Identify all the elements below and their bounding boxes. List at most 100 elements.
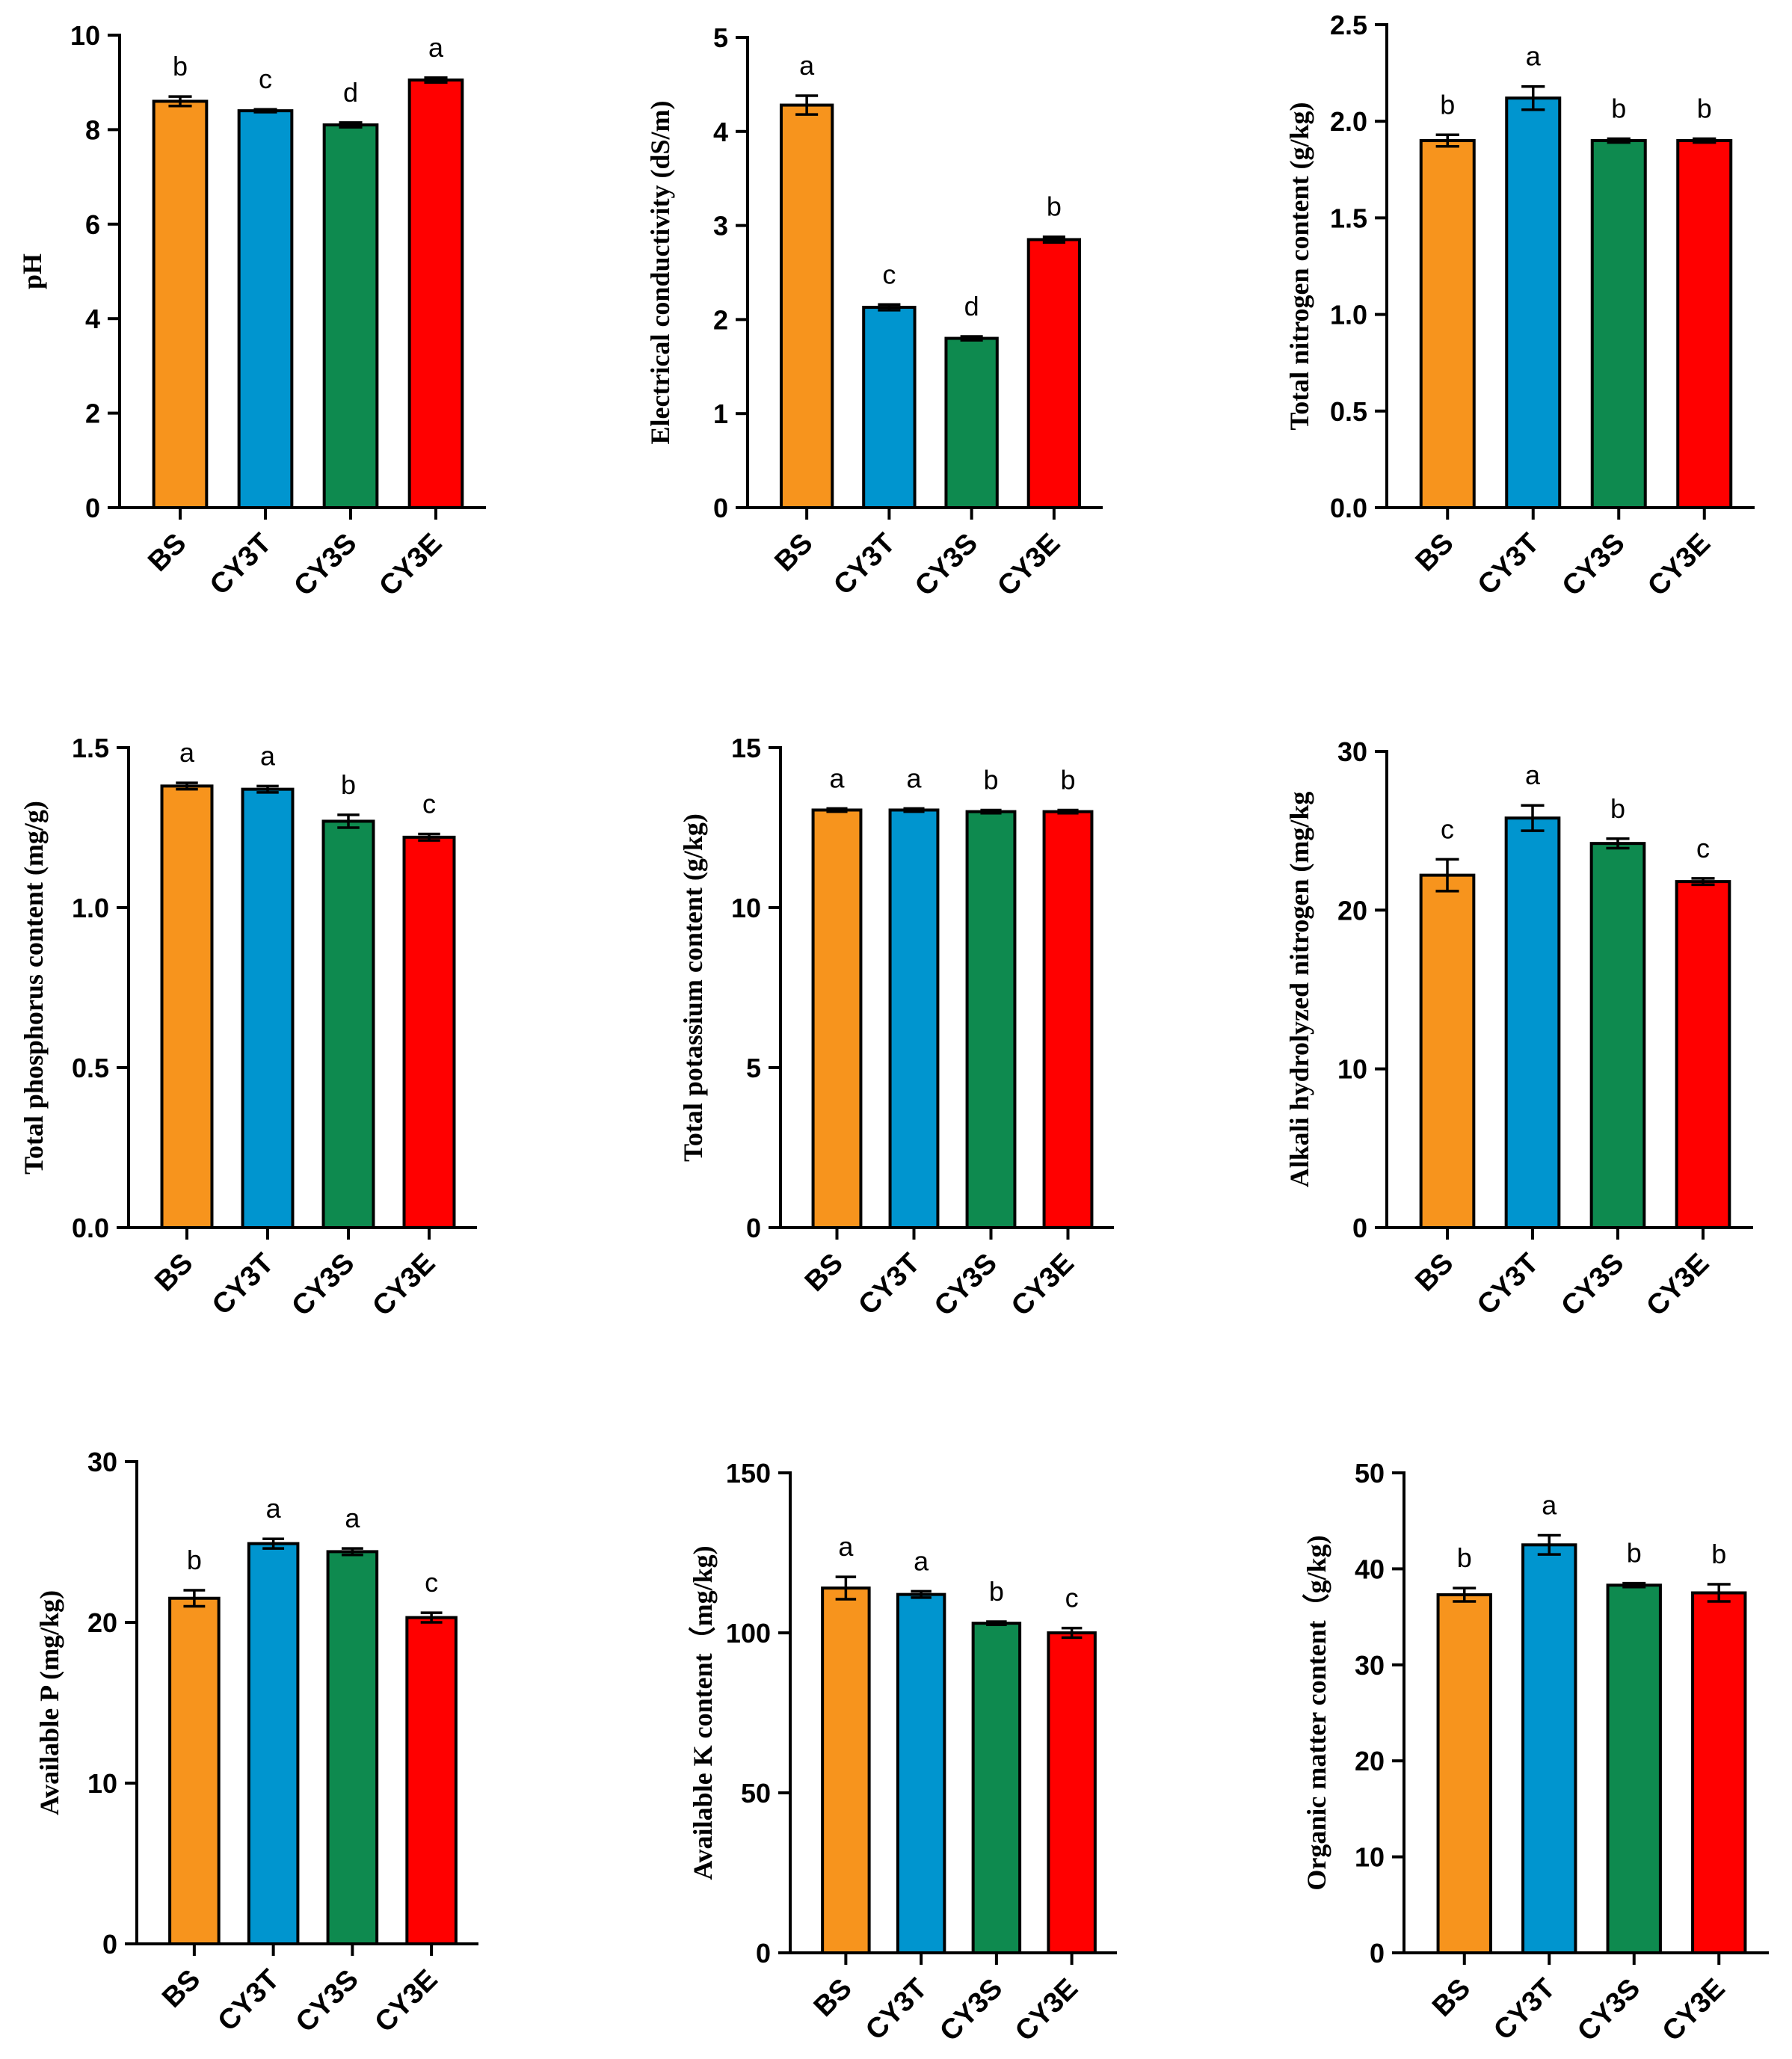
category-label-cy3e: CY3E [1657, 1973, 1731, 2048]
bar-bs [160, 784, 214, 1229]
significance-letter-cy3e: b [1697, 93, 1712, 123]
bar-cy3s [971, 1622, 1022, 1954]
bar-cy3s [326, 1550, 379, 1945]
category-label-cy3e: CY3E [1009, 1973, 1084, 2048]
chart-panel-5: a BS a CY3T b CY3S b CY3E 0 5 10 15 Total potassium … [678, 733, 1114, 1323]
y-tick-label: 0 [1352, 1213, 1367, 1243]
bar-cy3t [1521, 1543, 1577, 1955]
bar-cy3s [1606, 1584, 1662, 1955]
y-tick-label: 0 [713, 493, 728, 523]
significance-letter-cy3e: c [425, 1567, 438, 1598]
error-bar-bs [1435, 133, 1459, 148]
error-bar-cy3e [1042, 235, 1065, 244]
category-label-cy3e: CY3E [369, 1964, 444, 2039]
category-label-cy3s: CY3S [1571, 1973, 1646, 2048]
bar-cy3t [1505, 96, 1562, 509]
significance-letter-cy3s: b [1610, 793, 1625, 824]
significance-letter-bs: b [173, 51, 188, 81]
significance-letter-bs: a [799, 50, 815, 81]
bar-bs [821, 1586, 871, 1955]
bar-cy3t [896, 1592, 946, 1954]
category-label-cy3s: CY3S [286, 1248, 360, 1323]
y-tick-label: 1.5 [1330, 203, 1367, 233]
significance-letter-cy3t: a [266, 1493, 282, 1524]
error-bar-bs [795, 94, 819, 116]
y-tick-label: 10 [1355, 1842, 1385, 1873]
bar-bs [1419, 873, 1476, 1229]
category-label-cy3e: CY3E [1006, 1248, 1080, 1323]
bar-cy3t [888, 808, 940, 1229]
significance-letter-cy3t: a [914, 1545, 929, 1576]
bar-cy3s [322, 123, 379, 510]
error-bar-cy3s [980, 808, 1002, 815]
y-axis-title: Available K content（mg/kg) [688, 1545, 718, 1880]
category-label-bs: BS [149, 1248, 199, 1298]
y-tick-label: 30 [87, 1447, 117, 1477]
category-label-cy3s: CY3S [934, 1973, 1009, 2048]
category-label-cy3s: CY3S [290, 1964, 365, 2039]
y-axis-title: Total nitrogen content (g/kg) [1284, 102, 1314, 430]
category-label-cy3e: CY3E [373, 528, 448, 603]
y-tick-label: 3 [713, 211, 728, 241]
y-tick-label: 0 [756, 1938, 771, 1969]
y-axis-title: Organic matter content（g/kg) [1302, 1535, 1331, 1890]
bar-cy3e [1676, 139, 1733, 509]
bar-bs [168, 1596, 221, 1945]
category-label-bs: BS [156, 1964, 206, 2014]
bar-bs [779, 103, 834, 510]
significance-letter-cy3s: b [341, 769, 356, 800]
bar-cy3t [862, 306, 917, 509]
significance-letter-cy3t: a [1526, 41, 1542, 72]
y-axis-title: Alkali hydrolyzed nitrogen (mg/kg [1284, 792, 1314, 1188]
y-tick-label: 0 [746, 1213, 761, 1243]
y-tick-label: 0.0 [1330, 493, 1367, 523]
significance-letter-bs: a [829, 763, 845, 793]
y-axis-title: Electrical conductivity (dS/m) [645, 101, 675, 445]
error-bar-cy3s [986, 1620, 1007, 1627]
y-axis-title: Total potassium content (g/kg) [678, 813, 708, 1162]
significance-letter-cy3e: b [1060, 764, 1075, 795]
error-bar-bs [1435, 858, 1459, 893]
error-bar-cy3t [253, 108, 277, 114]
significance-letter-cy3e: b [1047, 191, 1062, 222]
error-bar-bs [176, 781, 198, 791]
category-label-cy3s: CY3S [1555, 1248, 1630, 1323]
error-bar-cy3s [1606, 837, 1630, 850]
category-label-bs: BS [769, 528, 819, 578]
category-label-bs: BS [142, 528, 192, 578]
y-tick-label: 50 [741, 1778, 771, 1809]
y-axis-title: Total phosphorus content (mg/g) [19, 801, 49, 1175]
error-bar-cy3t [1537, 1533, 1561, 1556]
bar-cy3e [1042, 810, 1094, 1229]
significance-letter-cy3e: b [1711, 1539, 1726, 1569]
error-bar-cy3e [1693, 137, 1716, 144]
chart-panel-4: a BS a CY3T b CY3S c CY3E 0.0 0.5 1.0 1.5 Total phos… [19, 733, 477, 1323]
bar-bs [1436, 1593, 1492, 1955]
significance-letter-cy3e: a [428, 32, 444, 63]
y-tick-label: 0 [85, 493, 100, 523]
error-bar-cy3s [960, 335, 983, 342]
error-bar-cy3s [341, 1547, 363, 1557]
significance-letter-cy3s: b [983, 764, 998, 795]
y-tick-label: 0 [1370, 1938, 1385, 1969]
error-bar-bs [1453, 1586, 1477, 1603]
bar-bs [1419, 139, 1476, 509]
category-label-bs: BS [799, 1248, 849, 1298]
significance-letter-cy3s: b [1627, 1538, 1642, 1569]
error-bar-cy3t [1521, 804, 1545, 832]
bar-cy3s [1589, 842, 1646, 1229]
y-tick-label: 50 [1355, 1458, 1385, 1489]
y-tick-label: 1.0 [1330, 300, 1367, 330]
significance-letter-cy3s: b [989, 1576, 1004, 1607]
y-tick-label: 100 [726, 1618, 771, 1649]
chart-panel-9: b BS a CY3T b CY3S b CY3E 0 10 20 30 40 50 Organic mat… [1302, 1458, 1769, 2048]
y-tick-label: 2.0 [1330, 106, 1367, 137]
chart-panel-2: a BS c CY3T d CY3S b CY3E 0 1 2 3 4 5 Electrical condu… [645, 22, 1103, 603]
bar-cy3e [1675, 880, 1731, 1229]
y-tick-label: 1 [713, 398, 728, 429]
bar-cy3t [1504, 816, 1561, 1230]
error-bar-cy3t [256, 784, 279, 794]
y-tick-label: 15 [731, 733, 761, 763]
category-label-cy3t: CY3T [1488, 1973, 1561, 2046]
significance-letter-bs: b [1457, 1542, 1472, 1573]
